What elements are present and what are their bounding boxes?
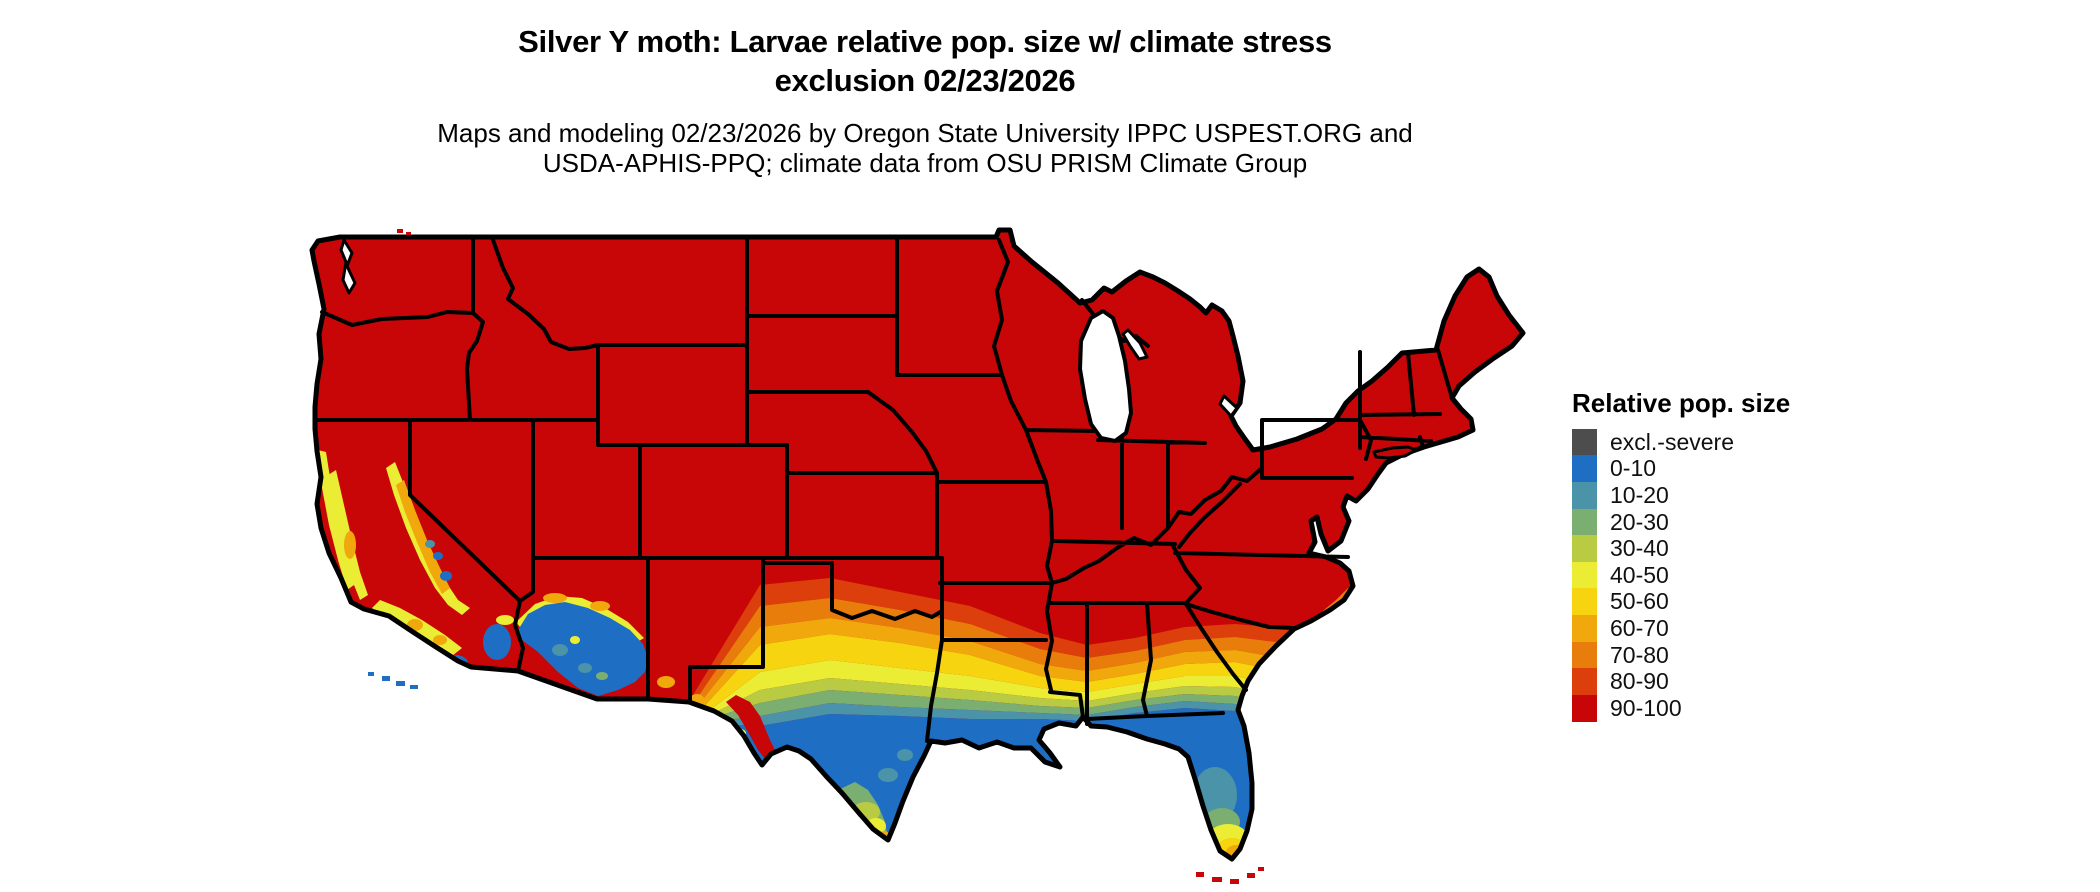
band-30-40 <box>704 678 1310 720</box>
legend-item: 10-20 <box>1572 481 1872 509</box>
title-line-2: exclusion 02/23/2026 <box>774 63 1076 98</box>
channel-island-2 <box>396 681 405 686</box>
san-juan-island-speck-1 <box>397 229 403 233</box>
sierra-orange <box>396 480 450 594</box>
legend-items: excl.-severe 0-10 10-20 20-30 30-40 40-5… <box>1572 428 1872 722</box>
arizona-teal-2 <box>578 663 592 673</box>
legend-label: 50-60 <box>1610 588 1669 615</box>
sierra-blue-1 <box>440 571 452 581</box>
texas-coast-teal-2 <box>897 749 913 761</box>
legend-label: 0-10 <box>1610 455 1657 482</box>
arizona-orange-fringe-1 <box>543 593 567 603</box>
legend-label: 30-40 <box>1610 535 1669 562</box>
legend-swatch-70-80 <box>1572 641 1597 669</box>
socal-orange-2 <box>433 635 447 645</box>
band-40-50 <box>702 660 1310 718</box>
arizona-green <box>596 672 608 680</box>
san-juan-island-speck-2 <box>406 232 411 235</box>
subtitle-line-2: USDA-APHIS-PPQ; climate data from OSU PR… <box>542 148 1308 178</box>
legend-label: 90-100 <box>1610 694 1682 721</box>
legend-item: 80-90 <box>1572 668 1872 696</box>
legend-label: excl.-severe <box>1610 428 1734 455</box>
subtitle-line-1: Maps and modeling 02/23/2026 by Oregon S… <box>437 118 1413 148</box>
saginaw-bay <box>1218 394 1239 418</box>
legend-swatch-0-10 <box>1572 455 1597 483</box>
band-20-30 <box>706 690 1310 722</box>
legend-label: 40-50 <box>1610 561 1669 588</box>
legend-swatch-30-40 <box>1572 535 1597 563</box>
legend-item: 0-10 <box>1572 455 1872 483</box>
legend-item: 70-80 <box>1572 641 1872 669</box>
page-title: Silver Y moth: Larvae relative pop. size… <box>325 22 1525 100</box>
legend-label: 80-90 <box>1610 668 1669 695</box>
legend-item: 30-40 <box>1572 535 1872 563</box>
subtitle: Maps and modeling 02/23/2026 by Oregon S… <box>325 118 1525 178</box>
arizona-yellow-spot <box>570 636 580 644</box>
legend-label: 70-80 <box>1610 641 1669 668</box>
big-bend-red <box>726 695 780 768</box>
sierra-teal <box>425 540 435 548</box>
channel-island-1 <box>382 676 390 681</box>
legend-swatch-excl-severe <box>1572 428 1597 456</box>
legend-item: 50-60 <box>1572 588 1872 616</box>
florida-keys-2 <box>1212 877 1222 882</box>
arizona-orange-fringe-2 <box>590 601 610 611</box>
florida-keys-3 <box>1230 879 1239 884</box>
legend-swatch-50-60 <box>1572 588 1597 616</box>
title-line-1: Silver Y moth: Larvae relative pop. size… <box>518 24 1332 59</box>
state-borders <box>313 235 1454 743</box>
legend-item: 40-50 <box>1572 561 1872 589</box>
band-50-60 <box>699 634 1310 716</box>
legend-swatch-60-70 <box>1572 614 1597 642</box>
legend-swatch-20-30 <box>1572 508 1597 536</box>
legend-label: 20-30 <box>1610 508 1669 535</box>
texas-coast-teal-1 <box>878 768 898 782</box>
lake-michigan <box>1078 309 1133 443</box>
channel-island-4 <box>368 672 374 676</box>
florida-keys-4 <box>1247 873 1255 878</box>
florida-keys-5 <box>1258 867 1264 871</box>
legend: Relative pop. size excl.-severe 0-10 10-… <box>1572 388 1872 722</box>
legend-swatch-40-50 <box>1572 561 1597 589</box>
seca-desert-blue <box>483 624 511 660</box>
band-10-20 <box>708 701 1310 726</box>
puget-sound <box>339 238 357 295</box>
sierra-blue-2 <box>433 552 443 560</box>
long-island <box>1372 445 1418 460</box>
legend-label: 10-20 <box>1610 481 1669 508</box>
seca-desert-yellow <box>496 615 514 625</box>
arizona-blue <box>518 602 648 696</box>
channel-island-3 <box>410 685 418 689</box>
legend-item: 20-30 <box>1572 508 1872 536</box>
florida-keys-1 <box>1196 872 1204 877</box>
legend-label: 60-70 <box>1610 614 1669 641</box>
coast-range-orange <box>344 531 356 559</box>
legend-item: 60-70 <box>1572 614 1872 642</box>
legend-item: excl.-severe <box>1572 428 1872 456</box>
norcal-coast-yellow <box>318 450 354 590</box>
legend-item: 90-100 <box>1572 694 1872 722</box>
legend-title: Relative pop. size <box>1572 388 1791 418</box>
green-bay <box>1121 328 1149 361</box>
legend-swatch-90-100 <box>1572 694 1597 722</box>
legend-swatch-80-90 <box>1572 668 1597 696</box>
arizona-teal-1 <box>552 644 568 656</box>
new-mexico-orange-dot <box>657 676 675 688</box>
legend-swatch-10-20 <box>1572 481 1597 509</box>
